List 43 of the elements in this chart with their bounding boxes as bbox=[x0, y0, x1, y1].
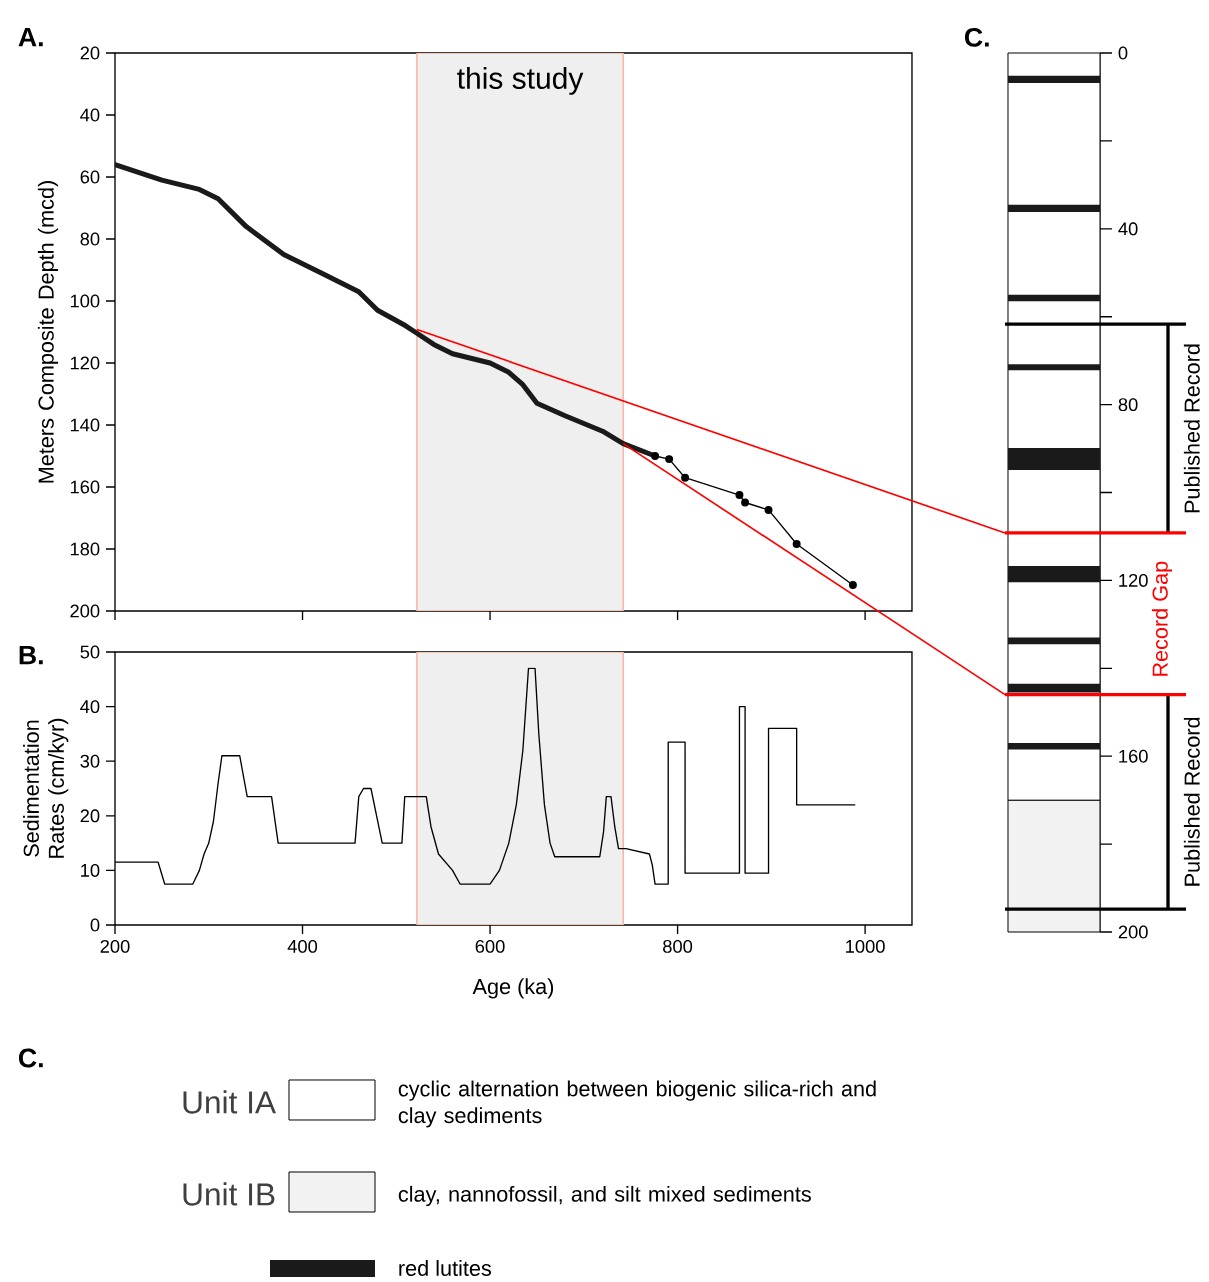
y-tick-label: 20 bbox=[80, 46, 100, 60]
y-tick-label: 200 bbox=[70, 604, 100, 618]
y-tick-label: 100 bbox=[70, 294, 100, 308]
x-axis-title: Age (ka) bbox=[472, 978, 554, 999]
x-tick-label: 400 bbox=[287, 939, 318, 953]
x-tick-label: 600 bbox=[475, 939, 505, 953]
text: cyclic alternation between biogenic silica-rich and clay sediments bbox=[398, 1080, 876, 1128]
y-tick-label: 80 bbox=[1118, 398, 1138, 412]
legend-label: Unit IA bbox=[183, 1090, 276, 1114]
x-tick-label: 200 bbox=[100, 939, 130, 953]
y-tick-label: 120 bbox=[70, 356, 100, 370]
y-tick-label: 40 bbox=[80, 108, 100, 122]
x-tick-label: 800 bbox=[663, 939, 693, 953]
text: Published Record bbox=[1183, 717, 1200, 886]
y-tick-label: 180 bbox=[70, 542, 100, 556]
text: clay, nannofossil, and silt mixed sediments bbox=[398, 1185, 811, 1207]
band-label: this study bbox=[457, 66, 584, 95]
y-tick-label: 0 bbox=[1118, 46, 1128, 60]
y-tick-label: 20 bbox=[80, 809, 100, 823]
y-tick-label: 0 bbox=[90, 918, 100, 932]
chart-title: C. bbox=[964, 27, 989, 47]
ref-line-label: Record Gap bbox=[1151, 561, 1173, 676]
legend-label: Unit IB bbox=[183, 1182, 275, 1206]
y-tick-label: 30 bbox=[80, 754, 100, 768]
y-tick-label: 50 bbox=[80, 645, 100, 659]
y-tick-label: 160 bbox=[70, 480, 100, 494]
y-tick-label: 80 bbox=[80, 232, 100, 246]
y-axis-title: Sedimentation Rates (cm/kyr) bbox=[23, 718, 69, 858]
y-tick-label: 40 bbox=[1118, 222, 1138, 236]
legend-title: C. bbox=[18, 1048, 43, 1068]
y-tick-label: 140 bbox=[70, 418, 100, 432]
chart-title: A. bbox=[18, 27, 43, 47]
chart-title: B. bbox=[19, 645, 43, 665]
y-tick-label: 200 bbox=[1118, 925, 1148, 939]
y-tick-label: 120 bbox=[1119, 573, 1148, 587]
y-tick-label: 60 bbox=[80, 170, 100, 184]
text: red lutites bbox=[399, 1260, 492, 1276]
y-tick-label: 160 bbox=[1119, 749, 1148, 763]
text: Published Record bbox=[1183, 344, 1200, 513]
y-tick-label: 40 bbox=[80, 700, 100, 714]
y-tick-label: 10 bbox=[81, 863, 100, 877]
y-axis-title: Meters Composite Depth (mcd) bbox=[37, 181, 59, 483]
x-tick-label: 1000 bbox=[846, 939, 885, 953]
